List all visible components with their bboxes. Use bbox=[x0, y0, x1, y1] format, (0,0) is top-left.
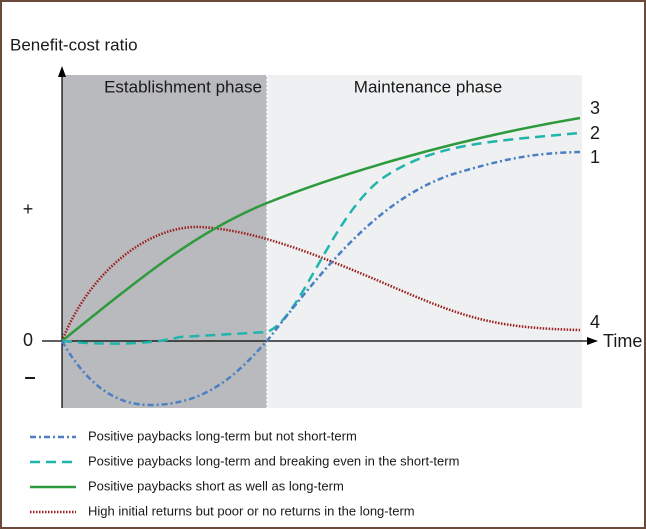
curve-label: 4 bbox=[590, 312, 600, 332]
y-mark: – bbox=[24, 366, 35, 388]
legend-label: High initial returns but poor or no retu… bbox=[88, 503, 415, 518]
x-axis-label: Time bbox=[603, 331, 642, 351]
x-arrow bbox=[587, 337, 598, 345]
curve-label: 2 bbox=[590, 123, 600, 143]
title: Benefit-cost ratio bbox=[10, 35, 138, 54]
maintenance-region bbox=[267, 75, 582, 408]
legend-label: Positive paybacks short as well as long-… bbox=[88, 478, 344, 493]
curve-3 bbox=[61, 116, 581, 342]
y-arrow bbox=[58, 66, 66, 77]
legend-label: Positive paybacks long-term and breaking… bbox=[88, 453, 459, 468]
curve-2 bbox=[61, 131, 581, 345]
curve-4 bbox=[60, 225, 581, 342]
y-mark: + bbox=[23, 199, 34, 219]
curve-1 bbox=[60, 150, 581, 407]
establishment-region bbox=[62, 75, 267, 408]
curve-label: 3 bbox=[590, 98, 600, 118]
curve-label: 1 bbox=[590, 147, 600, 167]
phase-label: Maintenance phase bbox=[354, 77, 502, 96]
legend-label: Positive paybacks long-term but not shor… bbox=[88, 428, 357, 443]
phase-label: Establishment phase bbox=[104, 77, 262, 96]
y-mark: 0 bbox=[23, 330, 33, 350]
